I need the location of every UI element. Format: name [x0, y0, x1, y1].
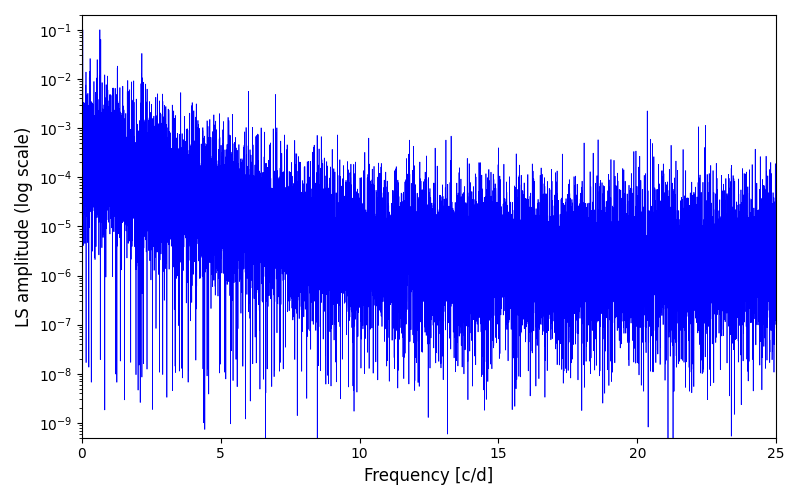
X-axis label: Frequency [c/d]: Frequency [c/d] — [364, 467, 494, 485]
Y-axis label: LS amplitude (log scale): LS amplitude (log scale) — [15, 126, 33, 326]
